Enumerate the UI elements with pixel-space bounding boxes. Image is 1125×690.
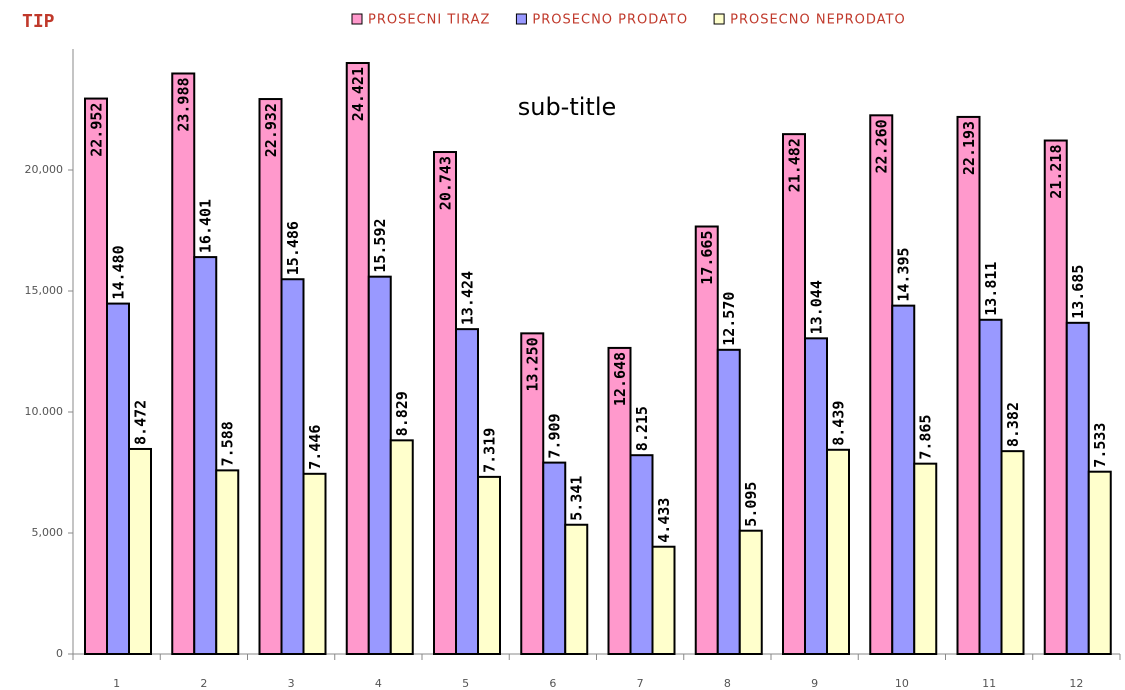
y-tick-label: 15,000 — [25, 284, 64, 297]
value-label: 8.215 — [633, 406, 651, 451]
x-tick-label: 3 — [288, 677, 295, 690]
legend-swatch — [515, 13, 527, 25]
bar — [367, 275, 392, 655]
legend-swatch — [351, 13, 363, 25]
x-tick-label: 1 — [113, 677, 120, 690]
bar — [215, 469, 240, 655]
value-label: 12.570 — [720, 292, 738, 346]
bar — [869, 114, 894, 656]
value-label: 22.952 — [88, 103, 106, 157]
y-tick-label: 5,000 — [32, 526, 64, 539]
bar — [106, 302, 130, 655]
bar — [302, 472, 327, 655]
bar — [651, 545, 676, 655]
x-tick-label: 7 — [637, 677, 644, 690]
value-label: 4.433 — [655, 498, 673, 543]
chart-title: TIP — [22, 11, 55, 32]
value-label: 8.829 — [393, 391, 411, 436]
value-label: 14.480 — [110, 245, 128, 299]
bar — [258, 98, 283, 656]
value-label: 7.446 — [306, 425, 324, 470]
x-tick-label: 9 — [811, 677, 818, 690]
bar — [804, 337, 828, 655]
bar — [433, 151, 457, 655]
value-label: 21.482 — [786, 138, 804, 192]
x-tick-label: 10 — [895, 677, 909, 690]
value-label: 17.665 — [698, 231, 716, 285]
value-label: 14.395 — [895, 247, 913, 301]
bar — [389, 439, 414, 655]
value-label: 13.424 — [459, 271, 477, 325]
legend: PROSECNI TIRAZ PROSECNO PRODATO PROSECNO N… — [351, 13, 906, 28]
bar — [455, 328, 479, 655]
bar — [826, 448, 850, 656]
value-label: 15.592 — [371, 218, 389, 272]
bar — [477, 475, 501, 655]
chart-subtitle: sub-title — [518, 93, 617, 121]
x-tick-label: 8 — [724, 677, 731, 690]
value-label: 24.421 — [349, 67, 367, 121]
bar — [1000, 450, 1025, 656]
value-label: 8.439 — [830, 401, 848, 446]
value-label: 7.533 — [1091, 423, 1109, 468]
bar — [716, 348, 741, 655]
bar — [128, 447, 152, 655]
value-label: 13.811 — [982, 262, 1000, 316]
value-label: 15.486 — [284, 221, 302, 275]
value-label: 21.218 — [1047, 145, 1065, 199]
bar — [345, 62, 370, 656]
value-label: 22.193 — [960, 121, 978, 175]
legend-label: PROSECNO PRODATO — [532, 13, 688, 28]
bar — [84, 97, 108, 656]
value-label: 7.909 — [546, 413, 564, 458]
value-label: 8.382 — [1004, 402, 1022, 447]
value-label: 22.932 — [262, 103, 280, 157]
y-tick-label: 20,000 — [25, 163, 64, 176]
bar — [738, 529, 763, 655]
bar — [193, 256, 218, 655]
bar — [280, 278, 305, 655]
bar — [1065, 321, 1090, 655]
legend-label: PROSECNO NEPRODATO — [730, 13, 906, 28]
y-tick-label: 0 — [56, 647, 63, 660]
bar — [913, 462, 938, 655]
bar — [1087, 470, 1112, 655]
value-label: 13.250 — [524, 337, 542, 391]
x-tick-label: 2 — [200, 677, 207, 690]
bar — [694, 225, 719, 656]
value-label: 12.648 — [611, 352, 629, 406]
bar — [956, 115, 981, 656]
bar — [171, 72, 196, 655]
value-label: 7.319 — [481, 428, 499, 473]
x-tick-label: 4 — [375, 677, 382, 690]
value-label: 13.685 — [1069, 265, 1087, 319]
bar — [629, 454, 654, 655]
value-label: 8.472 — [132, 400, 150, 445]
value-label: 7.588 — [219, 421, 237, 466]
bar — [564, 523, 589, 655]
value-label: 23.988 — [175, 77, 193, 131]
value-label: 20.743 — [437, 156, 455, 210]
value-label: 5.341 — [568, 476, 586, 521]
value-label: 13.044 — [808, 280, 826, 334]
value-label: 5.095 — [742, 482, 760, 527]
value-label: 7.865 — [917, 415, 935, 460]
x-tick-label: 6 — [549, 677, 556, 690]
bar — [542, 461, 567, 655]
x-tick-label: 12 — [1069, 677, 1083, 690]
bar — [1043, 139, 1068, 655]
value-label: 22.260 — [873, 119, 891, 173]
value-label: 16.401 — [197, 199, 215, 253]
x-tick-label: 11 — [982, 677, 996, 690]
y-tick-label: 10.000 — [25, 405, 64, 418]
legend-label: PROSECNI TIRAZ — [368, 13, 490, 28]
bar — [978, 318, 1003, 655]
legend-swatch — [713, 13, 725, 25]
x-tick-label: 5 — [462, 677, 469, 690]
bar — [782, 133, 806, 655]
bar — [891, 304, 916, 655]
